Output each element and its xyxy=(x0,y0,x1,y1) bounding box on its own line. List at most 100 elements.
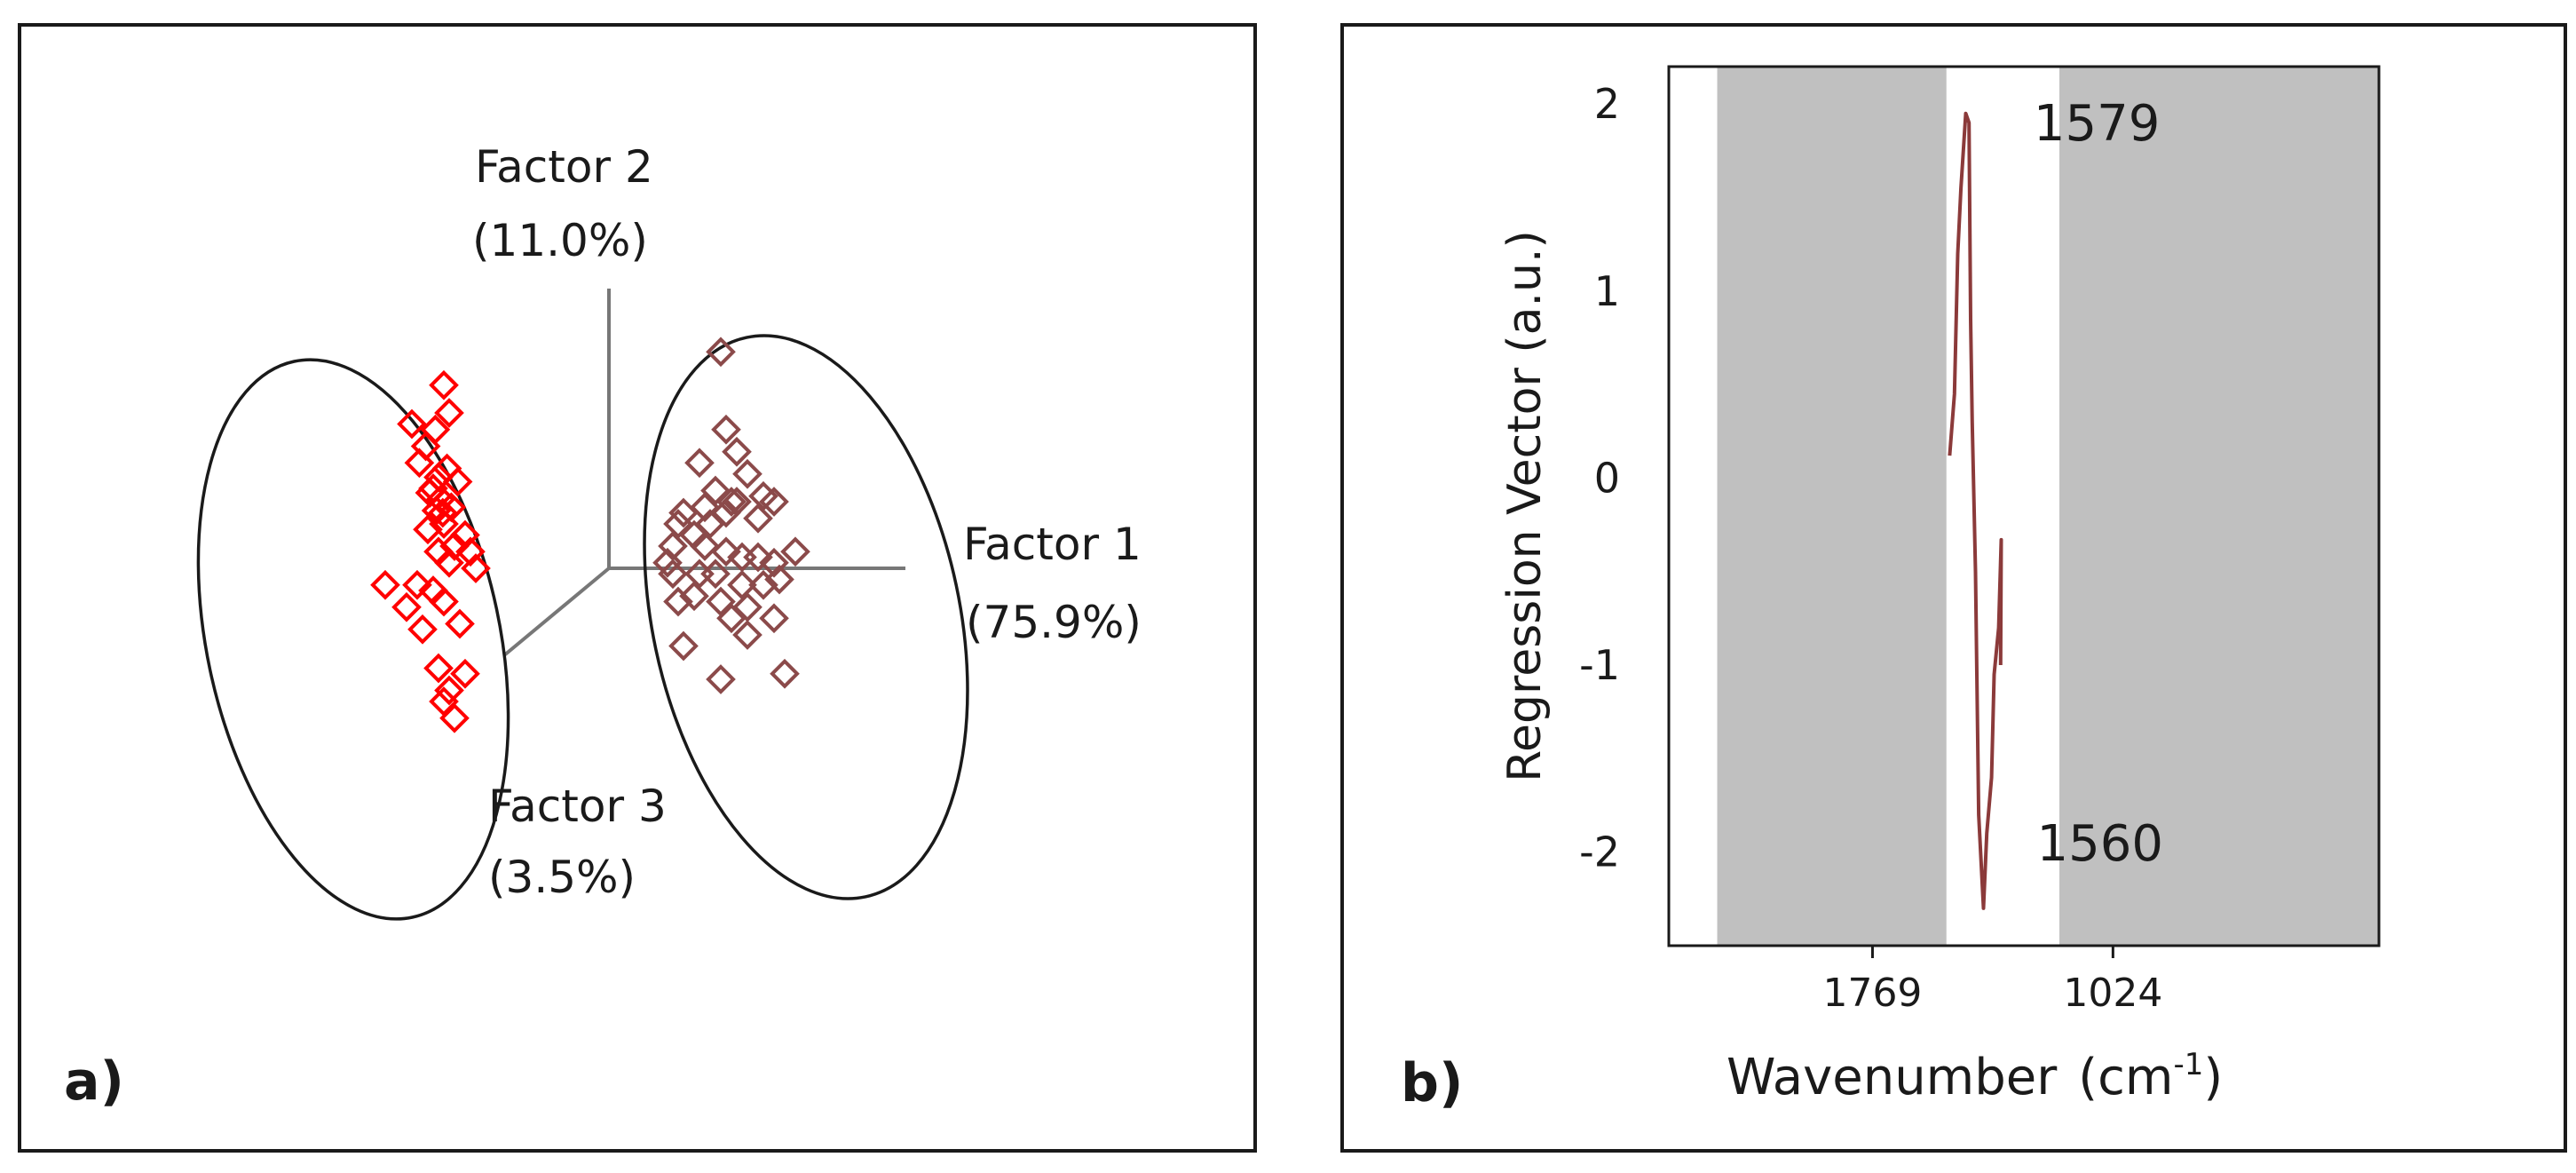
score-point-group-right xyxy=(727,569,757,600)
score-point-group-right xyxy=(663,509,693,539)
score-point-group-left xyxy=(439,702,470,733)
factor1-name: Factor 1 xyxy=(963,519,1142,570)
x-axis-unit-sup: -1 xyxy=(2173,1047,2203,1082)
score-point-group-right xyxy=(700,475,731,506)
peak-annotation: 1560 xyxy=(2037,815,2164,873)
x-tick-label: 1769 xyxy=(1822,971,1922,1016)
panel-b-frame xyxy=(1340,23,2567,1153)
factor3-name: Factor 3 xyxy=(488,781,667,832)
panel-a-pca-scores: Factor 2 (11.0%) Factor 1 (75.9%) Factor… xyxy=(64,141,1142,1113)
score-point-group-right xyxy=(690,531,720,561)
score-point-group-right xyxy=(684,448,715,479)
score-point-group-left xyxy=(418,473,448,503)
panel-a-label: a) xyxy=(64,1050,124,1113)
x-axis-unit: (cm xyxy=(2078,1049,2173,1106)
score-point-group-right xyxy=(743,542,773,573)
score-point-group-left xyxy=(434,547,464,578)
peak-annotation: 1579 xyxy=(2034,95,2161,153)
regression-vector-line xyxy=(1948,111,2003,910)
cluster-ellipse-right xyxy=(643,334,969,900)
panel-b-label: b) xyxy=(1401,1052,1463,1114)
y-tick-label: 0 xyxy=(1594,454,1620,502)
score-point-group-left xyxy=(423,653,454,684)
score-point-group-left xyxy=(425,484,456,515)
score-point-group-right xyxy=(711,536,741,567)
y-tick-label: -2 xyxy=(1579,828,1620,876)
score-point-group-right xyxy=(759,547,789,578)
x-axis-unit-close: ) xyxy=(2203,1049,2223,1106)
factor3-axis xyxy=(502,567,611,657)
score-point-group-right xyxy=(652,547,683,578)
score-point-group-right xyxy=(732,458,763,489)
plot-area-frame xyxy=(1667,65,2381,947)
score-point-group-left xyxy=(431,453,462,484)
scatter-points xyxy=(370,337,810,733)
score-point-group-left xyxy=(423,536,454,567)
score-point-group-right xyxy=(743,503,773,534)
peak-annotations: 1579 1560 xyxy=(2034,95,2163,873)
score-point-group-left xyxy=(407,614,438,645)
score-point-group-left xyxy=(391,591,422,622)
score-point-group-left xyxy=(370,569,400,600)
score-point-group-left xyxy=(434,398,464,428)
score-point-group-right xyxy=(690,492,720,523)
x-ticks: 1769 1024 xyxy=(1822,946,2162,1016)
score-point-group-right xyxy=(711,414,741,445)
score-point-group-left xyxy=(445,608,475,639)
score-point-group-right xyxy=(759,603,789,634)
score-point-group-left xyxy=(455,536,486,567)
score-point-group-left xyxy=(450,519,480,551)
score-point-group-left xyxy=(397,408,427,440)
x-axis-label-name: Wavenumber xyxy=(1727,1049,2058,1106)
score-point-group-right xyxy=(748,569,778,600)
score-point-group-left xyxy=(413,514,443,545)
score-point-group-left xyxy=(427,497,458,528)
y-tick-label: 1 xyxy=(1594,267,1620,315)
score-point-group-right xyxy=(706,664,736,694)
score-point-group-right xyxy=(658,531,688,561)
score-point-group-right xyxy=(722,436,752,467)
factor3-pct: (3.5%) xyxy=(488,852,636,903)
y-tick-label: 2 xyxy=(1594,80,1620,128)
x-tick-label: 1024 xyxy=(2063,971,2162,1016)
excluded-region xyxy=(1717,67,1947,946)
y-tick-label: -1 xyxy=(1579,641,1620,689)
score-point-group-right xyxy=(700,559,731,590)
y-axis-label: Regression Vector (a.u.) xyxy=(1498,230,1552,782)
factor2-pct: (11.0%) xyxy=(472,215,648,266)
factor2-name: Factor 2 xyxy=(475,141,653,193)
score-point-group-left xyxy=(402,569,432,600)
score-point-group-right xyxy=(668,630,699,662)
score-point-group-right xyxy=(732,591,763,622)
score-point-group-right xyxy=(759,487,789,517)
score-point-group-left xyxy=(461,553,491,583)
score-point-group-right xyxy=(706,586,736,617)
score-point-group-right xyxy=(716,487,747,517)
score-point-group-right xyxy=(716,603,747,634)
panel-b-regression-vector: 2 1 0 -1 -2 1769 1024 1579 1560 Regression Vec… xyxy=(1401,65,2381,1114)
score-point-group-right xyxy=(770,658,800,689)
score-point-group-right xyxy=(706,337,736,368)
score-point-group-right xyxy=(658,559,688,590)
score-point-group-left xyxy=(450,658,480,689)
score-point-group-right xyxy=(684,559,715,590)
cluster-ellipse-left xyxy=(196,358,510,921)
excluded-region xyxy=(2059,67,2379,946)
score-point-group-left xyxy=(429,586,459,617)
score-point-group-left xyxy=(423,462,454,493)
score-point-group-left xyxy=(418,575,448,606)
score-point-group-right xyxy=(695,509,725,539)
score-point-group-right xyxy=(679,581,709,612)
score-point-group-left xyxy=(429,369,459,400)
y-ticks: 2 1 0 -1 -2 xyxy=(1579,80,1620,876)
score-point-group-left xyxy=(439,531,470,561)
score-point-group-right xyxy=(764,564,794,595)
score-point-group-right xyxy=(663,586,693,617)
score-point-group-left xyxy=(434,675,464,706)
x-axis-label: Wavenumber (cm-1) xyxy=(1727,1047,2223,1106)
excluded-regions xyxy=(1717,67,2379,946)
factor1-pct: (75.9%) xyxy=(966,597,1142,648)
score-point-group-right xyxy=(780,536,810,567)
score-point-group-left xyxy=(420,414,451,445)
